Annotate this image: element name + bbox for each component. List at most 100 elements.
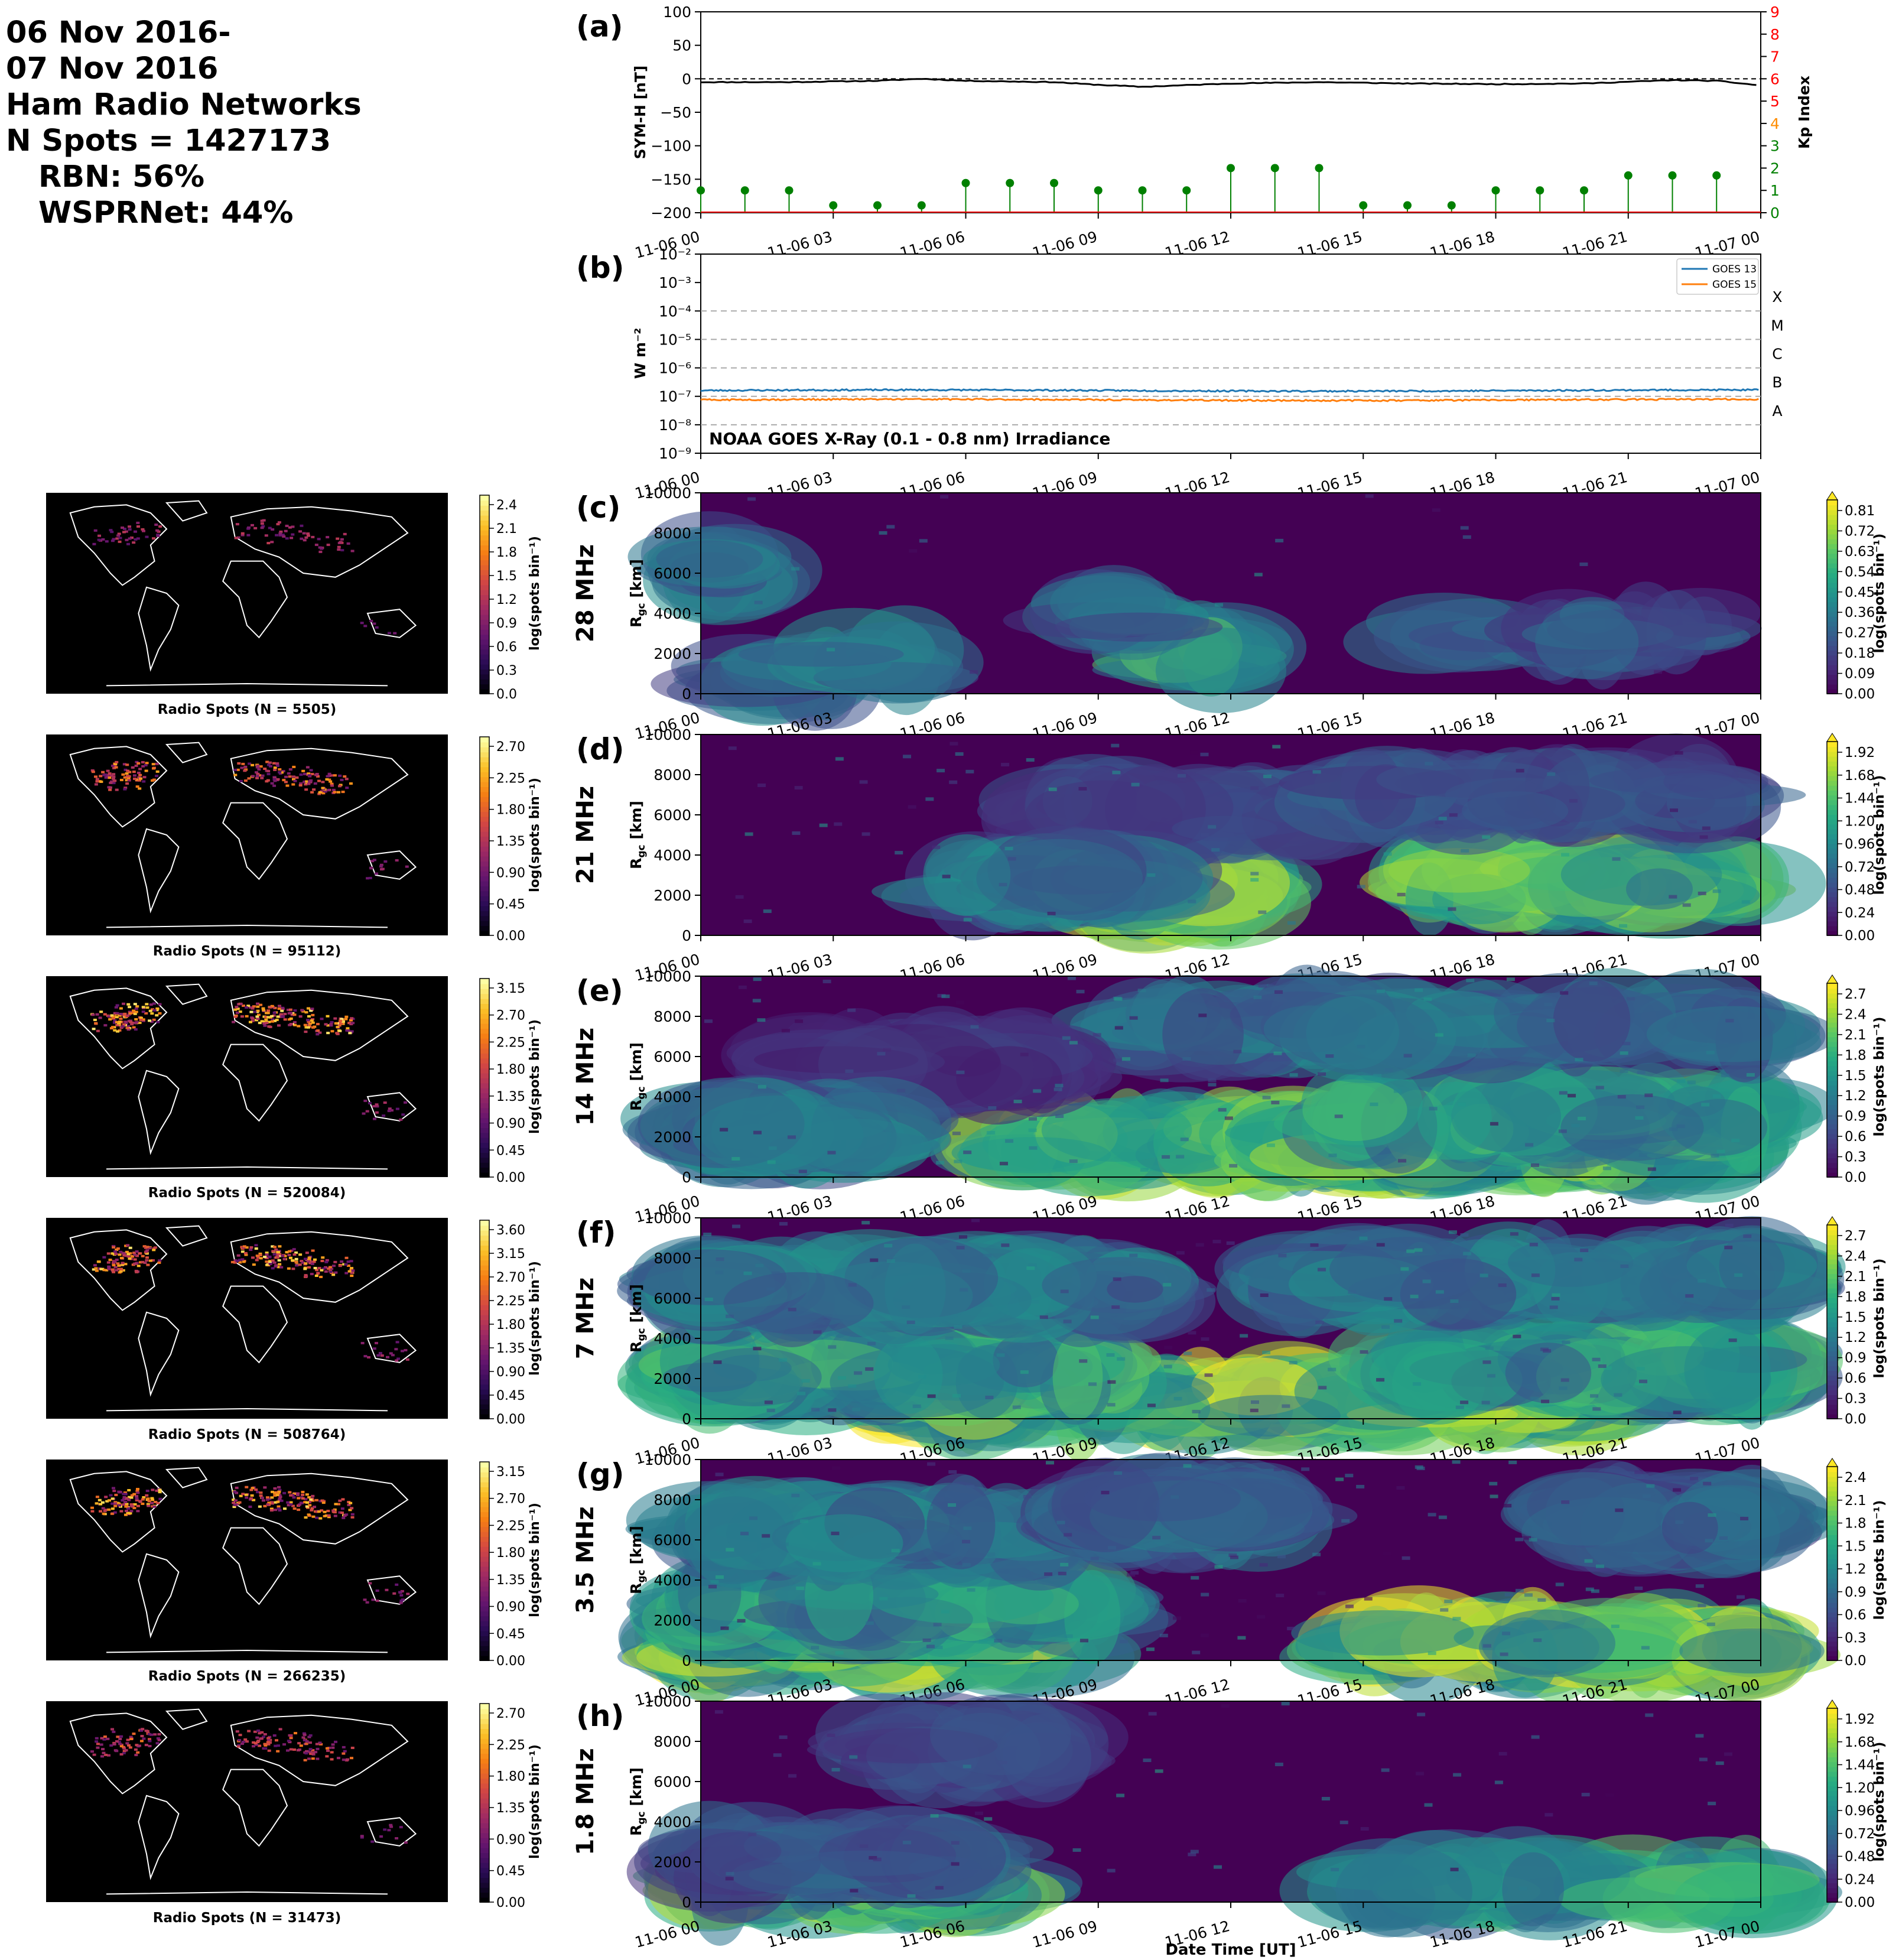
map-colorbar-step <box>480 1058 489 1064</box>
heatmap-f-speck <box>828 1408 837 1412</box>
map-colorbar-f-label: log(spots bin⁻¹) <box>528 1261 542 1376</box>
colorbar-f-step <box>1827 1327 1838 1332</box>
colorbar-d-step <box>1827 775 1838 781</box>
heatmap-c-speck <box>879 531 887 535</box>
heatmap-f-speck <box>1422 1279 1431 1283</box>
colorbar-tick-label: 1.5 <box>1845 1310 1867 1325</box>
heatmap-f-speck <box>861 1221 870 1225</box>
heatmap-f-speck <box>1107 1380 1116 1384</box>
map-spot <box>379 863 383 866</box>
heatmap-e-speck <box>1546 1019 1555 1022</box>
map-colorbar-step <box>480 1265 489 1270</box>
map-spot <box>387 632 391 635</box>
map-colorbar-step <box>480 1003 489 1009</box>
heatmap-e-speck <box>1229 1163 1238 1168</box>
heatmap-d-speck <box>965 769 974 773</box>
panel-a-ytick-label: 0 <box>682 70 691 87</box>
map-colorbar-step <box>480 684 489 690</box>
colorbar-f-step <box>1827 1395 1838 1400</box>
map-spot <box>284 775 288 778</box>
map-spot <box>118 537 122 539</box>
heatmap-d-blob <box>1625 868 1693 910</box>
map-colorbar-step <box>480 1093 489 1098</box>
colorbar-e-step <box>1827 1032 1838 1038</box>
map-colorbar-step <box>480 1137 489 1143</box>
map-spot <box>112 1264 116 1267</box>
map-spot <box>311 1021 315 1024</box>
kp-marker <box>1624 171 1633 180</box>
heatmap-ytick-label: 2000 <box>653 887 691 904</box>
map-spot <box>339 1019 343 1022</box>
map-spot <box>152 778 156 781</box>
heatmap-e-speck <box>1062 1036 1071 1040</box>
map-spot <box>307 1266 311 1269</box>
heatmap-d-speck <box>942 875 951 879</box>
map-colorbar-step <box>480 1112 489 1119</box>
colorbar-c-frame <box>1826 499 1838 694</box>
header-date-start: 06 Nov 2016- <box>6 15 231 50</box>
heatmap-f-speck <box>1413 1382 1422 1386</box>
map-spot <box>288 775 292 778</box>
map-colorbar-step <box>480 866 489 872</box>
colorbar-c-step <box>1827 635 1838 641</box>
map-spot <box>334 1271 338 1274</box>
colorbar-d-label: log(spots bin⁻¹) <box>1872 775 1887 895</box>
heatmap-ytick-label: 4000 <box>653 847 691 864</box>
heatmap-d-speck <box>834 822 843 826</box>
heatmap-e-speck <box>1711 1153 1719 1158</box>
heatmap-d-speck <box>1698 891 1706 895</box>
heatmap-d-speck <box>743 919 752 924</box>
map-colorbar-tick-label: 1.80 <box>496 803 525 818</box>
map-colorbar-step <box>480 1230 489 1236</box>
map-spot <box>300 524 304 527</box>
map-spot <box>103 773 108 776</box>
map-spot <box>136 1265 141 1267</box>
map-spot <box>133 530 137 533</box>
heatmap-e-speck <box>1266 1143 1275 1148</box>
panel-b-ytick-label: 10⁻⁹ <box>659 445 691 462</box>
map-colorbar-step <box>480 1304 489 1311</box>
map-spot <box>121 1025 125 1028</box>
map-colorbar-step <box>480 1235 489 1241</box>
heatmap-f-speck <box>1541 1399 1550 1403</box>
map-colorbar-step <box>480 1409 489 1415</box>
map-spot <box>122 1002 126 1005</box>
heatmap-c-speck <box>919 539 928 543</box>
heatmap-f-speck <box>848 1384 857 1388</box>
map-spot <box>248 762 252 765</box>
map-spot <box>93 1019 97 1022</box>
colorbar-tick-label: 0.24 <box>1845 905 1875 921</box>
map-spot <box>265 780 269 783</box>
map-spot <box>317 779 321 782</box>
heatmap-f-speck <box>764 1400 773 1405</box>
heatmap-e-blob <box>956 1046 1062 1111</box>
heatmap-f-speck <box>1592 1407 1601 1411</box>
map-spot <box>109 774 113 777</box>
heatmap-ytick-label: 0 <box>682 1410 691 1428</box>
map-spot <box>345 786 349 789</box>
map-spot <box>314 544 318 547</box>
map-spot <box>273 768 277 771</box>
heatmap-d-blob <box>976 838 1143 918</box>
map-spot <box>102 1256 106 1259</box>
map-spot <box>95 1013 99 1016</box>
panel-b-ytick-label: 10⁻² <box>659 246 691 263</box>
heatmap-e-speck <box>1637 1070 1646 1074</box>
map-colorbar-step <box>480 1295 489 1301</box>
map-spot <box>307 1015 311 1018</box>
map-spot <box>126 1255 131 1258</box>
colorbar-c-step <box>1827 587 1838 593</box>
map-spot <box>251 1017 255 1020</box>
heatmap-c-speck <box>754 600 763 604</box>
map-colorbar-step <box>480 1374 489 1380</box>
map-continent-outline <box>138 828 180 914</box>
heatmap-f-speck <box>1250 1400 1259 1404</box>
colorbar-e-step <box>1827 1080 1838 1086</box>
map-spot <box>256 765 260 768</box>
colorbar-f-step <box>1827 1317 1838 1322</box>
heatmap-f-speck <box>1614 1393 1622 1397</box>
colorbar-c-step <box>1827 505 1838 511</box>
heatmap-f-speck <box>1207 1288 1215 1292</box>
map-spot <box>281 1015 285 1018</box>
map-spot <box>119 1018 123 1020</box>
